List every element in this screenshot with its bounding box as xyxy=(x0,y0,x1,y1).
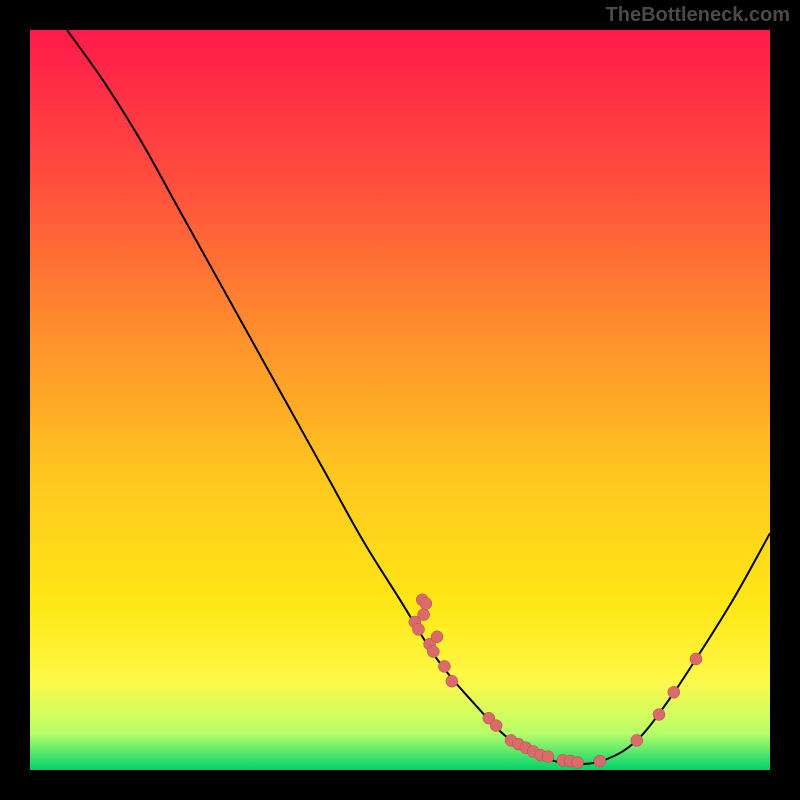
data-marker xyxy=(631,734,643,746)
data-marker xyxy=(690,653,702,665)
data-marker xyxy=(427,646,439,658)
data-marker xyxy=(446,675,458,687)
data-marker xyxy=(668,686,680,698)
chart-plot-area xyxy=(30,30,770,770)
chart-overlay xyxy=(30,30,770,770)
data-marker xyxy=(413,623,425,635)
data-marker xyxy=(572,757,584,769)
bottleneck-curve xyxy=(67,30,770,764)
watermark-text: TheBottleneck.com xyxy=(606,4,790,27)
data-marker xyxy=(542,751,554,763)
data-marker xyxy=(420,598,432,610)
data-marker xyxy=(431,631,443,643)
data-marker xyxy=(653,709,665,721)
data-marker xyxy=(418,609,430,621)
data-marker xyxy=(490,720,502,732)
data-markers-group xyxy=(409,594,702,769)
data-marker xyxy=(438,660,450,672)
data-marker xyxy=(594,755,606,767)
